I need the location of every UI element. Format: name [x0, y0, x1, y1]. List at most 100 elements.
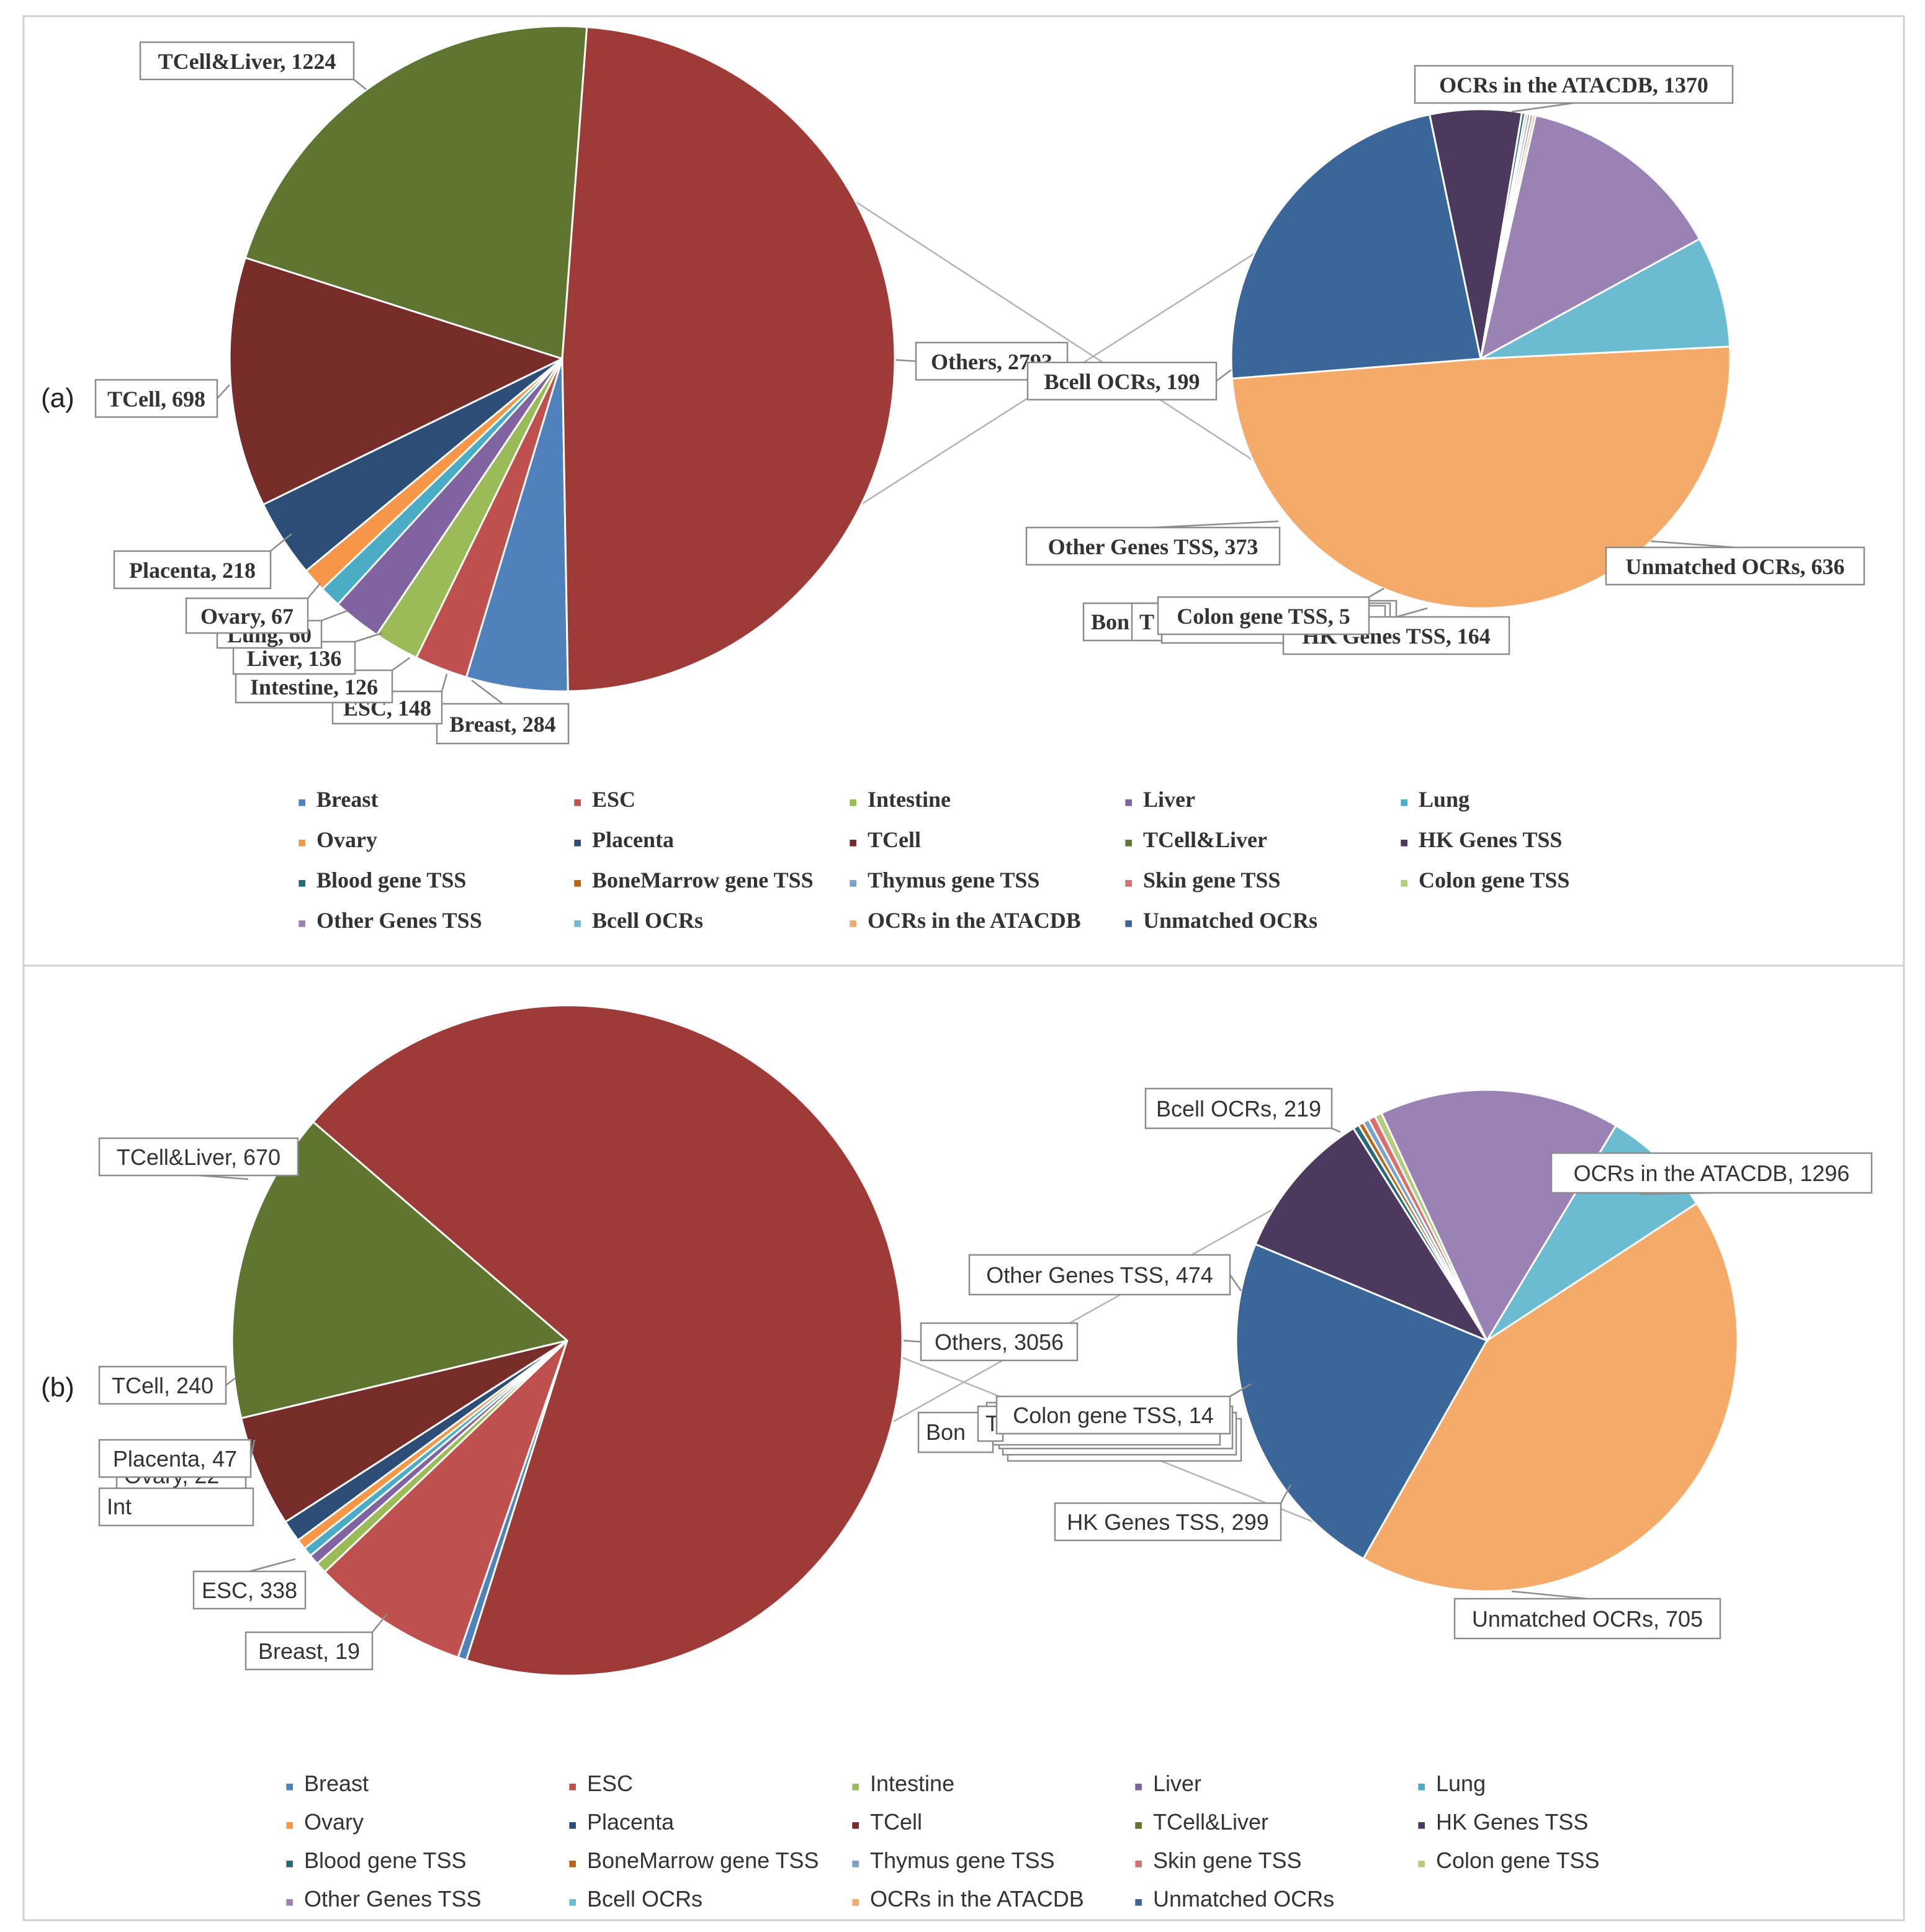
- legend-label: Skin gene TSS: [1153, 1848, 1301, 1873]
- leader-line-tcell: [225, 1377, 236, 1386]
- leader-line-placenta: [270, 533, 292, 552]
- legend-item-ocrs-in-the-atacdb: ■ OCRs in the ATACDB: [851, 1886, 1084, 1912]
- data-label-unmatched-ocrs: Unmatched OCRs, 705: [1472, 1606, 1703, 1632]
- leader-line-unmatched-ocrs: [1511, 1590, 1588, 1600]
- label-box-tcell-and-liver: [98, 1137, 299, 1177]
- legend-label: HK Genes TSS: [1419, 827, 1562, 852]
- legend-marker: ■: [1400, 875, 1408, 891]
- leader-line-ovary: [307, 583, 321, 599]
- legend-label: Breast: [304, 1771, 369, 1796]
- legend-label: Intestine: [870, 1771, 954, 1796]
- legend-marker: ■: [1417, 1779, 1425, 1794]
- label-box-breast: [245, 1631, 374, 1671]
- label-box-bcell-ocrs: [1026, 361, 1218, 401]
- legend-label: Breast: [316, 787, 378, 812]
- data-label-tcell-and-liver: TCell&Liver, 1224: [158, 49, 336, 74]
- legend-marker: ■: [1134, 1817, 1142, 1833]
- legend-label: TCell&Liver: [1143, 827, 1267, 852]
- label-box-placenta: [98, 1439, 252, 1478]
- data-label-others: Others, 3056: [935, 1329, 1064, 1355]
- data-label-bcell-ocrs: Bcell OCRs, 219: [1156, 1096, 1321, 1121]
- leader-line-colon-gene-tss: [1229, 1383, 1252, 1398]
- legend-marker: ■: [1417, 1817, 1425, 1833]
- legend-item-bonemarrow-gene-tss: ■ BoneMarrow gene TSS: [573, 868, 814, 892]
- legend-marker: ■: [849, 915, 857, 931]
- label-box-others: [920, 1322, 1079, 1362]
- leader-line-others: [895, 359, 917, 362]
- label-box-tcell-and-liver: [139, 41, 355, 81]
- label-box-esc: [192, 1570, 307, 1610]
- label-box-intestine: [235, 669, 393, 704]
- legend-item-placenta: ■ Placenta: [568, 1809, 675, 1835]
- panel-a-legend: ■ Breast ■ ESC ■ Intestine ■ Liver ■ Lung ■ Ovary ■ P…: [298, 787, 1569, 933]
- leader-line-breast: [372, 1613, 388, 1633]
- slice-tcell: [240, 1339, 568, 1524]
- legend-label: HK Genes TSS: [1436, 1809, 1588, 1835]
- data-label-esc: ESC, 338: [202, 1578, 297, 1603]
- legend-marker: ■: [1134, 1894, 1142, 1910]
- legend-label: Blood gene TSS: [316, 868, 466, 892]
- slice-esc: [323, 1339, 568, 1659]
- legend-marker: ■: [849, 835, 857, 850]
- legend-item-blood-gene-tss: ■ Blood gene TSS: [285, 1848, 467, 1873]
- data-label-unmatched-ocrs: Unmatched OCRs, 636: [1625, 554, 1844, 579]
- data-label-colon-gene-tss: Colon gene TSS, 5: [1177, 604, 1350, 629]
- leader-line-tcell: [217, 384, 230, 399]
- legend-item-liver: ■ Liver: [1124, 787, 1195, 812]
- legend-item-hk-genes-tss: ■ HK Genes TSS: [1400, 827, 1562, 852]
- data-label-hk-genes-tss: HK Genes TSS, 299: [1067, 1509, 1269, 1535]
- leader-line-unmatched-ocrs: [1650, 540, 1736, 549]
- data-label-ocrs-in-the-atacdb: OCRs in the ATACDB, 1296: [1574, 1161, 1850, 1186]
- label-box-other-genes-tss: [1025, 526, 1281, 566]
- label-box-ocrs-in-the-atacdb: [1414, 65, 1734, 104]
- legend-marker: ■: [298, 794, 306, 810]
- legend-label: OCRs in the ATACDB: [870, 1886, 1084, 1912]
- legend-item-esc: ■ ESC: [573, 787, 635, 812]
- label-box-ocrs-in-the-atacdb: [1550, 1152, 1873, 1194]
- data-label-intestine: Intestine, 126: [250, 675, 378, 699]
- leader-line-colon-gene-tss: [1368, 587, 1384, 598]
- label-box-breast: [436, 703, 570, 745]
- legend-item-skin-gene-tss: ■ Skin gene TSS: [1134, 1848, 1301, 1873]
- legend-marker: ■: [573, 875, 581, 891]
- legend-label: Other Genes TSS: [304, 1886, 481, 1912]
- legend-label: TCell: [868, 827, 921, 852]
- panel-b-tag: (b): [41, 1372, 74, 1403]
- legend-label: Unmatched OCRs: [1143, 908, 1317, 933]
- leader-line-ocrs-in-the-atacdb: [1511, 102, 1574, 113]
- legend-item-ovary: ■ Ovary: [285, 1809, 364, 1835]
- legend-marker: ■: [1134, 1779, 1142, 1794]
- legend-item-bonemarrow-gene-tss: ■ BoneMarrow gene TSS: [568, 1848, 819, 1873]
- slice-others: [561, 25, 896, 693]
- slice-unmatched-ocrs: [1230, 113, 1482, 380]
- legend-label: ESC: [592, 787, 635, 812]
- legend-label: Ovary: [316, 827, 377, 852]
- legend-item-breast: ■ Breast: [298, 787, 378, 812]
- legend-label: Lung: [1436, 1771, 1486, 1796]
- slice-others: [312, 1004, 904, 1677]
- legend-label: ESC: [587, 1771, 633, 1796]
- legend-marker: ■: [1400, 835, 1408, 850]
- leader-line-esc: [249, 1558, 296, 1573]
- legend-label: OCRs in the ATACDB: [868, 908, 1081, 933]
- legend-marker: ■: [285, 1817, 294, 1833]
- label-box-ovary: [185, 597, 309, 634]
- panel-a-secondary-pie: [1230, 108, 1731, 609]
- label-box-colon-gene-tss: [1157, 596, 1370, 636]
- panel-b-legend: ■ Breast ■ ESC ■ Intestine ■ Liver ■ Lung ■ Ovary ■ P…: [285, 1771, 1600, 1912]
- legend-label: Lung: [1419, 787, 1470, 812]
- legend-label: Blood gene TSS: [304, 1848, 467, 1873]
- panel-b-main-pie: [231, 1004, 904, 1677]
- label-box-colon-gene-tss: [995, 1395, 1231, 1435]
- data-label-tcell: TCell, 698: [107, 387, 205, 411]
- legend-label: TCell: [870, 1809, 922, 1835]
- legend-marker: ■: [1417, 1856, 1425, 1871]
- legend-marker: ■: [1124, 835, 1133, 850]
- legend-label: BoneMarrow gene TSS: [592, 868, 814, 892]
- legend-label: Liver: [1153, 1771, 1201, 1796]
- label-box-other-genes-tss: [968, 1254, 1231, 1296]
- leader-line-lung: [321, 609, 348, 622]
